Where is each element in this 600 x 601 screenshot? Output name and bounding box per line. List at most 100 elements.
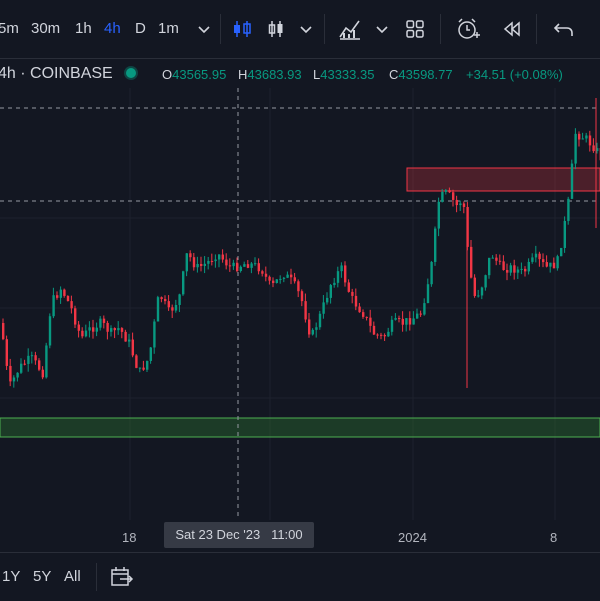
candle-body xyxy=(247,264,249,268)
candle-body xyxy=(88,327,90,330)
chevron-down-icon[interactable] xyxy=(291,14,321,44)
candle-body xyxy=(373,326,375,335)
candle-body xyxy=(589,135,591,145)
candle-body xyxy=(330,285,332,298)
candle-body xyxy=(585,135,587,138)
candles-icon[interactable] xyxy=(227,14,257,44)
chart-toolbar: 5m 30m 1h 4h D 1m xyxy=(0,0,600,59)
candle-body xyxy=(348,282,350,291)
candle-body xyxy=(524,269,526,272)
replay-icon[interactable] xyxy=(496,14,526,44)
candle-body xyxy=(567,199,569,221)
candle-body xyxy=(96,328,98,332)
candle-body xyxy=(286,275,288,278)
time-label-2024: 2024 xyxy=(398,530,427,545)
timeframe-30m[interactable]: 30m xyxy=(31,20,60,37)
candle-body xyxy=(236,263,238,271)
candle-body xyxy=(254,263,256,264)
candle-body xyxy=(164,299,166,301)
candle-body xyxy=(132,340,134,356)
candle-body xyxy=(582,138,584,139)
candle-body xyxy=(279,279,281,280)
range-5y[interactable]: 5Y xyxy=(33,568,51,585)
candle-body xyxy=(42,370,44,378)
candle-body xyxy=(110,328,112,332)
candle-body xyxy=(477,295,479,296)
candle-body xyxy=(294,277,296,281)
candle-body xyxy=(27,356,29,364)
chevron-down-icon[interactable] xyxy=(367,14,397,44)
candle-body xyxy=(2,323,4,339)
layouts-icon[interactable] xyxy=(400,14,430,44)
candle-body xyxy=(272,281,274,283)
candle-body xyxy=(214,259,216,261)
candle-body xyxy=(34,355,36,360)
candle-body xyxy=(304,301,306,319)
candle-body xyxy=(574,134,576,164)
candle-body xyxy=(182,271,184,294)
candle-body xyxy=(492,258,494,259)
candle-body xyxy=(168,301,170,307)
candle-body xyxy=(261,271,263,273)
candle-body xyxy=(240,267,242,271)
candle-body xyxy=(506,270,508,273)
candle-body xyxy=(448,190,450,192)
candle-body xyxy=(45,345,47,377)
timeframe-1m[interactable]: 1m xyxy=(158,20,179,37)
symbol-title[interactable]: 4h · COINBASE xyxy=(0,65,113,83)
candle-body xyxy=(578,134,580,140)
candle-body xyxy=(333,283,335,285)
candle-body xyxy=(535,254,537,258)
candle-body xyxy=(438,202,440,229)
candle-body xyxy=(355,296,357,307)
time-label-8: 8 xyxy=(550,530,557,545)
timeframe-5m[interactable]: 5m xyxy=(0,20,19,37)
crosshair-time-label: Sat 23 Dec '23 11:00 xyxy=(164,522,314,548)
candle-body xyxy=(312,330,314,335)
candle-body xyxy=(171,307,173,310)
candle-body xyxy=(488,258,490,275)
time-label-18: 18 xyxy=(122,530,136,545)
candle-body xyxy=(67,296,69,301)
candle-body xyxy=(135,355,137,368)
candle-body xyxy=(250,263,252,267)
candle-body xyxy=(502,261,504,270)
candle-body xyxy=(380,335,382,336)
candle-body xyxy=(387,332,389,336)
candle-body xyxy=(510,265,512,272)
candle-body xyxy=(391,320,393,332)
candle-body xyxy=(358,307,360,313)
candle-body xyxy=(315,327,317,330)
candle-body xyxy=(592,145,594,151)
candle-body xyxy=(16,373,18,378)
candle-body xyxy=(369,318,371,326)
candle-body xyxy=(384,335,386,336)
candle-body xyxy=(52,295,54,316)
timeframe-1h[interactable]: 1h xyxy=(75,20,92,37)
low-value: L43333.35 xyxy=(313,67,374,82)
candle-body xyxy=(290,275,292,278)
bars-icon[interactable] xyxy=(261,14,291,44)
candle-body xyxy=(484,275,486,287)
candle-body xyxy=(322,302,324,313)
range-all[interactable]: All xyxy=(64,568,81,585)
candle-body xyxy=(470,247,472,278)
candle-body xyxy=(420,314,422,315)
candle-body xyxy=(207,261,209,264)
candle-body xyxy=(416,314,418,319)
candle-body xyxy=(157,297,159,321)
candle-body xyxy=(117,328,119,330)
alert-icon[interactable] xyxy=(453,14,483,44)
timeframe-4h[interactable]: 4h xyxy=(104,20,121,37)
undo-icon[interactable] xyxy=(549,14,579,44)
candle-body xyxy=(128,340,130,342)
range-1y[interactable]: 1Y xyxy=(2,568,20,585)
candle-body xyxy=(445,190,447,192)
price-chart[interactable] xyxy=(0,88,600,520)
candle-body xyxy=(175,305,177,311)
candle-body xyxy=(276,279,278,283)
indicators-icon[interactable] xyxy=(335,14,365,44)
timeframe-d[interactable]: D xyxy=(135,20,146,37)
calendar-range-icon[interactable] xyxy=(106,562,136,592)
chevron-down-icon[interactable] xyxy=(189,14,219,44)
